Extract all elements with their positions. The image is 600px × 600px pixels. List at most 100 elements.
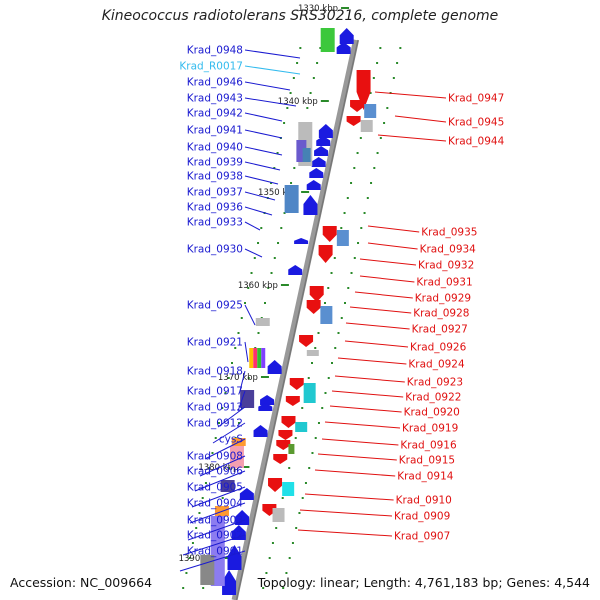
leader-line-right <box>394 115 447 123</box>
gene-label-left: Krad_0918 <box>187 366 243 378</box>
kbp-label: 1390 kbp <box>179 554 219 564</box>
genome-axis: 1330 kbp 1340 kbp 1350 kbp 1360 kbp 1370 kbp… <box>179 4 360 600</box>
gene-box <box>200 555 215 585</box>
gene-box <box>220 480 235 492</box>
forward-gene <box>306 180 321 190</box>
gene-label-right: Krad_0934 <box>420 244 477 256</box>
gene-box <box>257 348 262 368</box>
leader-line-left <box>179 550 246 572</box>
gene-box <box>249 348 254 368</box>
gene-label-left: Krad_0901 <box>187 546 243 558</box>
forward-gene <box>235 510 250 525</box>
forward-gene <box>309 168 324 178</box>
gene-label-left: Krad_0936 <box>187 202 244 214</box>
leader-line-left <box>244 191 276 201</box>
reverse-gene <box>346 116 361 126</box>
forward-gene <box>239 488 254 500</box>
forward-gene <box>288 265 303 275</box>
leader-line-right <box>334 375 405 383</box>
forward-gene <box>311 157 326 167</box>
gene-box <box>282 482 295 496</box>
gene-box <box>320 306 333 324</box>
leader-line-left <box>244 65 301 75</box>
gene-label-left: Krad_0908 <box>187 451 243 463</box>
leader-line-right <box>317 453 397 461</box>
gene-label-right: Krad_0914 <box>397 471 454 483</box>
leader-line-left <box>239 370 246 392</box>
reverse-gene <box>289 378 304 390</box>
gene-label-right: Krad_0922 <box>405 392 461 404</box>
gene-box <box>360 120 373 132</box>
gene-label-left: Krad_0912 <box>187 418 243 430</box>
leader-line-right <box>359 258 417 266</box>
gene-label-left: Krad_0933 <box>187 217 243 229</box>
reverse-gene <box>350 100 365 112</box>
leader-line-right <box>299 509 393 517</box>
gene-label-left: Krad_0942 <box>187 108 243 120</box>
reverse-gene <box>273 454 288 464</box>
leader-line-right <box>304 493 394 501</box>
forward-gene <box>267 360 282 374</box>
gene-label-left: Krad_0948 <box>187 45 243 57</box>
gene-label-left: Krad_0938 <box>187 171 243 183</box>
reverse-gene <box>278 430 293 440</box>
gene-label-left: Krad_0940 <box>187 142 243 154</box>
gene-label-right: Krad_0920 <box>404 407 460 419</box>
map-title: Kineococcus radiotolerans SRS30216, comp… <box>101 8 499 24</box>
topology-text: Topology: linear; Length: 4,761,183 bp; … <box>257 575 590 590</box>
leader-line-right <box>321 438 399 446</box>
forward-gene <box>318 124 333 138</box>
gene-label-left: Krad_0939 <box>187 157 243 169</box>
label-leader-lines <box>179 49 447 572</box>
gene-label-left: Krad_R0017 <box>179 61 243 73</box>
gene-label-left: Krad_0943 <box>187 93 243 105</box>
leader-line-right <box>354 291 413 299</box>
gene-label-right: Krad_0928 <box>413 308 469 320</box>
gene-label-left: Krad_0917 <box>187 386 243 398</box>
gene-label-right: Krad_0924 <box>408 359 465 371</box>
kbp-label: 1370 kbp <box>218 373 258 383</box>
leader-line-left <box>204 438 246 460</box>
leader-line-right <box>349 306 412 314</box>
gene-label-right: Krad_0944 <box>448 136 505 148</box>
leader-line-left <box>187 519 246 541</box>
gene-box <box>306 350 319 356</box>
leader-line-left <box>244 221 261 231</box>
gene-features <box>200 28 377 595</box>
leader-line-left <box>244 304 256 326</box>
leader-line-left <box>194 470 246 492</box>
forward-gene <box>336 42 351 54</box>
axis-line <box>231 39 360 600</box>
kbp-label: 1340 kbp <box>278 97 318 107</box>
leader-line-right <box>367 225 420 233</box>
leader-line-left <box>217 406 246 428</box>
leader-line-left <box>244 146 283 156</box>
forward-gene <box>260 395 275 405</box>
reverse-gene <box>309 286 324 302</box>
gene-label-left: Krad_0921 <box>187 337 243 349</box>
leader-line-right <box>345 322 410 330</box>
forward-gene <box>227 545 242 570</box>
gene-labels: Krad_0948 Krad_R0017 Krad_0946 Krad_0943 Kra… <box>179 45 504 558</box>
reverse-gene <box>306 300 321 314</box>
gene-label-right: Krad_0927 <box>412 324 468 336</box>
gene-box <box>364 104 377 118</box>
leader-line-right <box>297 529 393 537</box>
forward-gene <box>222 570 237 595</box>
gene-label-right: Krad_0926 <box>410 342 467 354</box>
leader-line-left <box>212 422 246 444</box>
leader-line-left <box>244 81 291 91</box>
gene-box <box>229 446 244 468</box>
gene-label-right: Krad_0915 <box>399 455 455 467</box>
forward-gene <box>258 403 273 411</box>
leader-line-right <box>377 134 447 142</box>
leader-line-left <box>244 175 279 185</box>
gene-label-right: Krad_0931 <box>416 277 472 289</box>
gene-label-right: Krad_0910 <box>396 495 452 507</box>
reverse-gene <box>299 335 314 347</box>
gene-label-left: Krad_0906 <box>187 466 244 478</box>
forward-gene <box>253 425 268 437</box>
gene-box <box>284 185 299 213</box>
gene-box <box>272 508 285 522</box>
gene-box <box>320 28 335 52</box>
